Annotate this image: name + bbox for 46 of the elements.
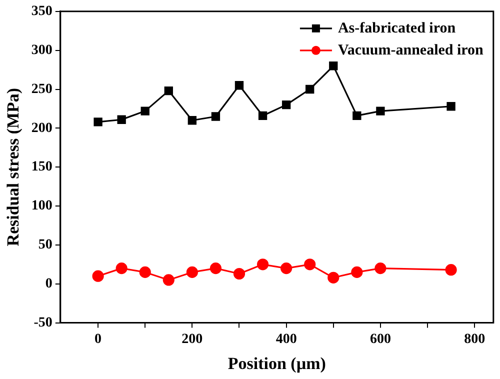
x-axis-title: Position (µm) (228, 354, 326, 374)
y-tick-label: -50 (34, 315, 52, 330)
y-tick-label: 200 (31, 120, 52, 136)
y-tick-label: 350 (31, 4, 52, 20)
y-axis-title: Residual stress (MPa) (4, 88, 23, 246)
point (256, 258, 269, 270)
point (306, 84, 314, 94)
point (164, 86, 173, 96)
point (233, 268, 246, 280)
point (139, 266, 151, 278)
point (117, 115, 126, 124)
x-tick-label: 400 (276, 332, 297, 347)
y-tick-label: 0 (45, 276, 52, 292)
y-tick-label: 300 (31, 42, 52, 58)
y-tick-label: 50 (38, 238, 52, 253)
point (328, 272, 340, 284)
point (140, 106, 150, 116)
point (186, 266, 198, 278)
point (446, 102, 456, 111)
point (304, 258, 316, 270)
point (258, 111, 268, 120)
point (162, 274, 174, 286)
y-tick-label: 150 (31, 160, 52, 175)
point (94, 118, 102, 126)
point (329, 62, 338, 70)
point (282, 100, 291, 110)
point (280, 262, 292, 274)
point (234, 81, 244, 90)
x-tick-label: 800 (464, 332, 486, 347)
point (188, 116, 197, 125)
point (210, 262, 222, 274)
x-tick-label: 200 (182, 332, 203, 347)
point (374, 262, 386, 274)
point (211, 112, 220, 121)
x-tick-label: 600 (370, 332, 391, 347)
point (92, 270, 104, 282)
x-tick-label: 0 (94, 332, 102, 347)
y-tick-label: 100 (31, 198, 52, 214)
point (445, 264, 457, 276)
point (351, 266, 363, 278)
point (352, 111, 362, 120)
legend-label: As-fabricated iron (338, 20, 456, 36)
legend-label: Vacuum-annealed iron (338, 42, 484, 58)
point (116, 262, 128, 274)
y-tick-label: 250 (31, 82, 52, 97)
point (376, 106, 385, 116)
